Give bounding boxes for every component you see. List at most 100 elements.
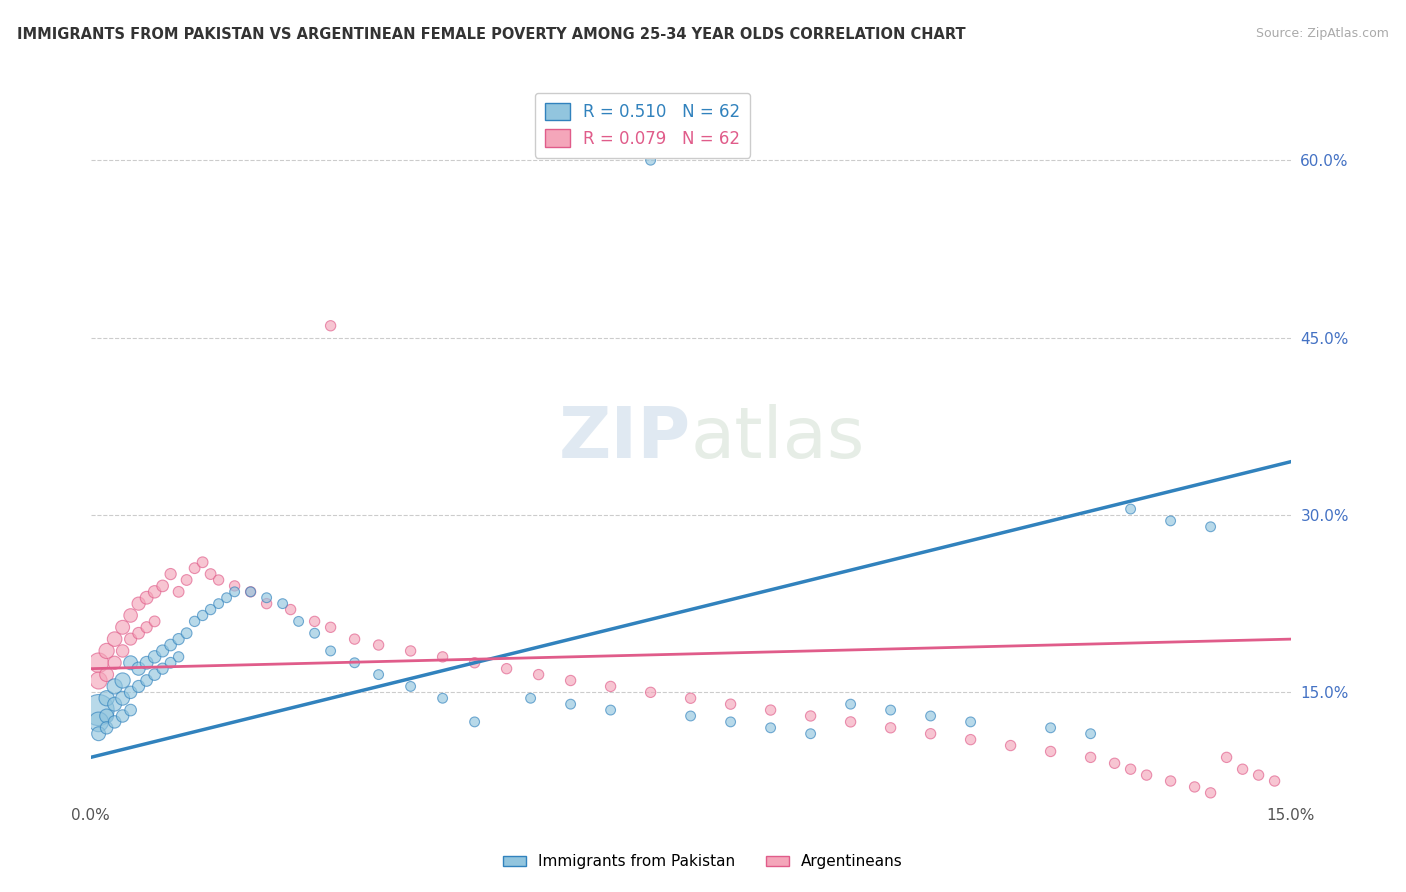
Point (1136, 768, 1159, 782)
Point (640, 153, 662, 168)
Point (879, 703, 901, 717)
Point (200, 567, 222, 582)
Point (304, 615, 326, 629)
Point (319, 318, 342, 333)
Point (176, 626, 198, 640)
Point (239, 584, 262, 599)
Point (1039, 744, 1062, 758)
Point (527, 667, 550, 681)
Text: atlas: atlas (690, 403, 865, 473)
Point (159, 567, 181, 582)
Point (120, 632, 142, 647)
Point (143, 667, 166, 681)
Point (1199, 520, 1222, 534)
Point (152, 579, 174, 593)
Point (143, 649, 166, 664)
Point (96, 644, 118, 658)
Point (120, 685, 142, 699)
Point (96, 709, 118, 723)
Point (128, 662, 150, 676)
Point (1160, 774, 1182, 789)
Point (96, 667, 118, 681)
Point (343, 656, 366, 670)
Point (167, 649, 190, 664)
Point (128, 680, 150, 694)
Point (679, 709, 702, 723)
Point (152, 644, 174, 658)
Point (104, 714, 127, 729)
Point (1160, 514, 1182, 528)
Point (96, 721, 118, 735)
Point (111, 709, 134, 723)
Point (1119, 762, 1142, 776)
Point (215, 591, 238, 605)
Point (87, 673, 110, 688)
Text: IMMIGRANTS FROM PAKISTAN VS ARGENTINEAN FEMALE POVERTY AMONG 25-34 YEAR OLDS COR: IMMIGRANTS FROM PAKISTAN VS ARGENTINEAN … (17, 27, 966, 42)
Point (167, 584, 190, 599)
Point (104, 697, 127, 711)
Point (920, 727, 942, 741)
Point (167, 632, 190, 647)
Text: Source: ZipAtlas.com: Source: ZipAtlas.com (1256, 27, 1389, 40)
Point (304, 626, 326, 640)
Point (432, 649, 454, 664)
Point (959, 714, 981, 729)
Point (128, 626, 150, 640)
Point (399, 680, 422, 694)
Point (135, 620, 157, 634)
Point (183, 615, 205, 629)
Point (207, 597, 229, 611)
Point (1080, 750, 1102, 764)
Point (879, 721, 901, 735)
Point (1104, 756, 1126, 771)
Point (159, 638, 181, 652)
Point (759, 721, 782, 735)
Point (1000, 739, 1022, 753)
Point (720, 697, 742, 711)
Point (560, 697, 582, 711)
Point (432, 691, 454, 706)
Point (111, 691, 134, 706)
Legend: Immigrants from Pakistan, Argentineans: Immigrants from Pakistan, Argentineans (498, 848, 908, 875)
Point (1119, 502, 1142, 516)
Point (135, 673, 157, 688)
Point (224, 584, 246, 599)
Point (207, 573, 229, 587)
Point (920, 709, 942, 723)
Point (200, 602, 222, 616)
Point (176, 573, 198, 587)
Point (120, 608, 142, 623)
Point (464, 714, 486, 729)
Point (120, 703, 142, 717)
Point (560, 673, 582, 688)
Point (104, 656, 127, 670)
Point (1247, 768, 1270, 782)
Point (519, 691, 541, 706)
Point (759, 703, 782, 717)
Point (1232, 762, 1254, 776)
Point (495, 662, 517, 676)
Point (720, 714, 742, 729)
Point (959, 732, 981, 747)
Point (120, 656, 142, 670)
Point (800, 727, 823, 741)
Point (367, 638, 389, 652)
Point (367, 667, 389, 681)
Point (256, 591, 278, 605)
Point (287, 615, 309, 629)
Point (280, 602, 302, 616)
Point (96, 691, 118, 706)
Point (343, 632, 366, 647)
Point (224, 579, 246, 593)
Point (399, 644, 422, 658)
Point (679, 691, 702, 706)
Point (271, 597, 294, 611)
Point (599, 703, 621, 717)
Point (111, 644, 134, 658)
Point (839, 697, 862, 711)
Point (191, 608, 214, 623)
Point (1080, 727, 1102, 741)
Point (111, 620, 134, 634)
Point (1215, 750, 1237, 764)
Text: ZIP: ZIP (558, 403, 690, 473)
